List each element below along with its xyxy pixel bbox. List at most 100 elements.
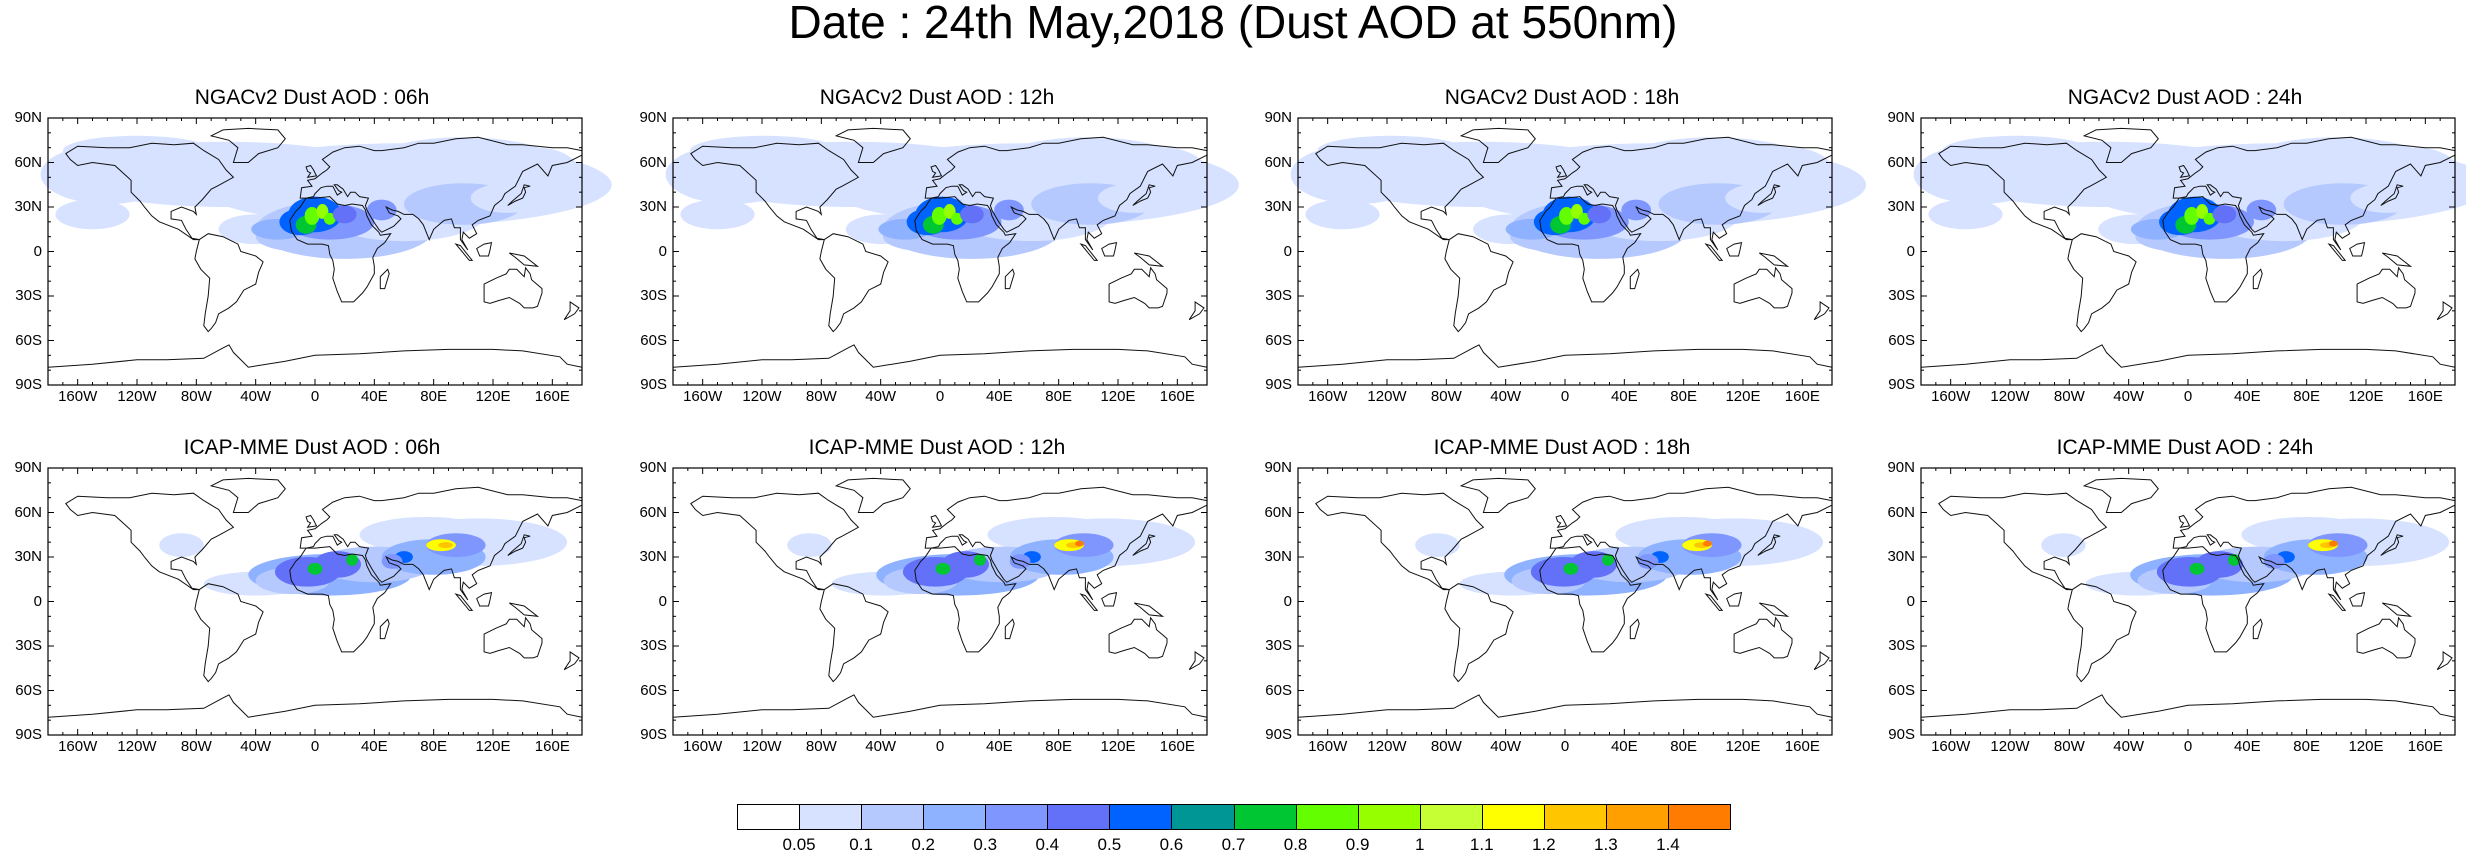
dust-aod-contour	[2203, 212, 2216, 225]
lon-tick-label: 80E	[420, 388, 447, 405]
aod-field	[665, 135, 1239, 259]
coastline	[1004, 618, 1015, 640]
coastline	[2252, 268, 2263, 290]
coastline	[2067, 583, 2137, 683]
lon-tick-label: 40W	[1490, 388, 1522, 405]
lat-tick-label: 90N	[1264, 459, 1292, 476]
coastline	[1539, 546, 1642, 653]
coastline	[1629, 268, 1640, 290]
lon-tick-label: 160E	[1159, 388, 1195, 405]
lon-tick-label: 0	[1560, 738, 1570, 755]
panel-title: ICAP-MME Dust AOD : 12h	[808, 436, 1066, 459]
coastline	[1629, 618, 1640, 640]
lon-tick-label: 120W	[1990, 738, 2030, 755]
lat-tick-label: 90N	[1887, 109, 1915, 126]
dust-aod-contour	[1621, 199, 1652, 221]
coastline	[1549, 486, 1833, 601]
dust-aod-contour	[1682, 533, 1742, 557]
lat-tick-label: 0	[1906, 242, 1915, 260]
lat-tick-label: 60S	[1265, 331, 1292, 349]
coastline	[2436, 650, 2453, 671]
colorbar-swatch	[799, 804, 863, 830]
lon-tick-label: 160W	[1308, 738, 1348, 755]
colorbar-swatch	[1171, 804, 1235, 830]
lon-tick-label: 80E	[1670, 738, 1697, 755]
colorbar-label: 1.2	[1531, 835, 1556, 854]
coastline	[914, 546, 1017, 653]
coastline	[209, 127, 286, 163]
lat-tick-label: 60N	[639, 153, 667, 171]
dust-aod-contour	[1725, 183, 1800, 213]
lon-tick-label: 160W	[1931, 388, 1971, 405]
panel-title: NGACv2 Dust AOD : 12h	[819, 86, 1055, 109]
lon-tick-label: 160E	[2407, 738, 2443, 755]
lon-tick-label: 160E	[1784, 388, 1820, 405]
lon-tick-label: 0	[1560, 388, 1570, 405]
lon-tick-label: 160E	[2407, 388, 2443, 405]
dust-aod-contour	[2212, 205, 2237, 224]
coastline	[1134, 602, 1165, 617]
coastline	[924, 136, 1208, 251]
colorbar-label: 0.6	[1159, 835, 1184, 854]
panel-title: NGACv2 Dust AOD : 24h	[2067, 86, 2303, 109]
colorbar-label: 1.3	[1594, 835, 1618, 854]
coastline	[2172, 136, 2456, 251]
coastline	[1757, 534, 1781, 556]
lon-tick-label: 40E	[1610, 738, 1638, 755]
lon-tick-label: 80W	[1430, 738, 1462, 755]
coastline	[819, 583, 889, 683]
lat-tick-label: 90S	[1265, 376, 1292, 393]
coastline	[819, 233, 889, 333]
coastline	[2327, 593, 2347, 611]
lat-tick-label: 60S	[1888, 331, 1915, 349]
coastline	[65, 492, 235, 591]
map-frame	[1913, 117, 2466, 386]
lon-tick-label: 80E	[2293, 738, 2320, 755]
colorbar-label: 0.1	[849, 835, 873, 854]
lat-tick-label: 90S	[1888, 726, 1915, 743]
map-frame	[672, 467, 1208, 736]
dust-aod-contour	[366, 199, 397, 221]
coastline	[507, 184, 531, 206]
map-panel-ngac-3: NGACv2 Dust AOD : 24h 90N 60N 30N 0 30S 60S 90S…	[1873, 86, 2466, 428]
coastline	[1555, 164, 1568, 178]
lon-tick-label: 120E	[2348, 738, 2384, 755]
coastline	[1004, 268, 1015, 290]
world-map	[40, 117, 612, 386]
lon-tick-label: 0	[2183, 738, 2193, 755]
dust-field-patch	[1928, 199, 2003, 230]
lat-tick-label: 0	[33, 592, 42, 610]
dust-field-patch	[55, 199, 130, 230]
map-border	[47, 467, 583, 736]
lat-tick-label: 90N	[639, 109, 667, 126]
colorbar-label: 1	[1414, 835, 1425, 854]
lon-tick-label: 80W	[180, 738, 212, 755]
coastline	[2327, 243, 2347, 261]
coastline	[2382, 252, 2413, 267]
lat-tick-label: 0	[1906, 592, 1915, 610]
lon-tick-label: 40E	[1610, 388, 1638, 405]
lat-tick-label: 0	[33, 242, 42, 260]
lat-tick-label: 90S	[1888, 376, 1915, 393]
dust-aod-contour	[1415, 533, 1460, 557]
map-panel-icap-5: ICAP-MME Dust AOD : 12h 90N 60N 30N 0 30S 60S 9…	[625, 436, 1245, 778]
dust-aod-contour	[470, 183, 545, 213]
lat-tick-label: 60S	[640, 681, 667, 699]
map-panel-icap-6: ICAP-MME Dust AOD : 18h 90N 60N 30N 0 30S 60S 9…	[1250, 436, 1870, 778]
lon-tick-label: 80E	[1045, 388, 1072, 405]
world-map	[1290, 117, 1867, 386]
coastline	[2380, 184, 2404, 206]
lon-tick-label: 160W	[58, 738, 98, 755]
dust-aod-contour	[935, 562, 951, 575]
coastline	[1555, 514, 1568, 528]
coastline	[2356, 266, 2416, 309]
coastline	[1188, 650, 1205, 671]
coastline	[2162, 546, 2265, 653]
lat-tick-label: 30S	[1265, 637, 1292, 654]
lat-tick-label: 0	[1283, 242, 1292, 260]
lat-tick-label: 60N	[639, 503, 667, 521]
lon-tick-label: 40W	[2113, 738, 2145, 755]
aod-field	[1415, 516, 1824, 596]
dust-aod-contour	[332, 205, 357, 224]
lat-tick-label: 90N	[14, 109, 42, 126]
